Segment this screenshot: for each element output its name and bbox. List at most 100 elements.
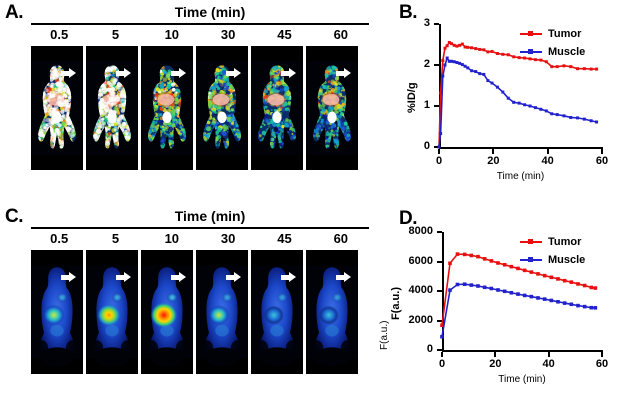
x-axis-line — [439, 147, 603, 149]
legend-item-muscle: Muscle — [520, 252, 585, 267]
panel-c-divider — [31, 227, 369, 229]
y-axis-label: %ID/g — [406, 82, 418, 113]
y-tick-6000 — [437, 260, 442, 263]
legend-marker-tumor — [528, 239, 533, 244]
arrow-shaft — [171, 71, 180, 76]
timepoint-label-60: 60 — [333, 231, 349, 246]
arrow-shaft — [281, 71, 290, 76]
timepoint-label-30: 30 — [220, 27, 236, 42]
timepoint-label-5: 5 — [111, 231, 120, 246]
y-axis-label: F(a.u.) — [390, 287, 402, 320]
x-tick-60 — [601, 149, 603, 154]
arrow-shaft — [116, 71, 125, 76]
tumor-arrow — [61, 272, 77, 283]
panel-a-frame-30 — [196, 46, 248, 170]
legend-marker-muscle — [528, 257, 533, 262]
y-tick-label-0: 0 — [423, 140, 430, 152]
arrow-head — [69, 68, 76, 78]
legend-label-tumor: Tumor — [548, 235, 582, 248]
tumor-arrow — [226, 68, 242, 79]
x-tick-label-40: 40 — [542, 358, 555, 370]
x-tick-label-0: 0 — [438, 358, 446, 370]
arrow-head — [124, 272, 131, 282]
y-tick-8000 — [437, 231, 442, 233]
arrow-head — [344, 68, 351, 78]
panel-b-letter: B. — [399, 2, 418, 23]
timepoint-label-45: 45 — [277, 231, 292, 246]
panel-c-frame-60 — [306, 250, 358, 374]
y-tick-1 — [434, 105, 439, 107]
y-axis-line — [439, 24, 441, 148]
legend-item-muscle: Muscle — [520, 44, 585, 59]
chart-legend: Tumor Muscle — [520, 234, 585, 270]
x-tick-40 — [547, 352, 550, 357]
legend-marker-tumor — [528, 31, 533, 36]
y-tick-2 — [434, 64, 439, 66]
tumor-arrow — [61, 68, 77, 79]
arrow-head — [234, 68, 241, 78]
panel-c-frame-45 — [251, 250, 303, 374]
panel-b-chart: B. 0 1 2 3 0 20 40 60 Time (min) %ID/g Tumor Muscle — [392, 0, 632, 198]
panel-a-divider — [31, 23, 369, 25]
tumor-arrow — [281, 272, 297, 283]
arrow-head — [69, 272, 76, 282]
x-tick-label-60: 60 — [595, 155, 609, 167]
panel-a-image-strip — [31, 46, 358, 170]
y-tick-label-6000: 6000 — [408, 254, 433, 267]
y-tick-label-8000: 8000 — [408, 225, 433, 237]
legend-swatch-muscle — [520, 47, 542, 57]
arrow-shaft — [171, 275, 180, 280]
x-tick-label-0: 0 — [435, 155, 443, 167]
panel-c-fluorescence-imaging: C. Time (min) 0.5 5 10 30 45 60 F(a.u.) — [0, 200, 392, 400]
panel-c-image-strip — [31, 250, 358, 374]
arrow-shaft — [336, 71, 345, 76]
legend-label-muscle: Muscle — [548, 253, 586, 266]
timepoint-label-10: 10 — [164, 27, 180, 42]
arrow-shaft — [61, 275, 70, 280]
panel-a-frame-60 — [306, 46, 358, 170]
tumor-arrow — [171, 272, 187, 283]
arrow-head — [124, 68, 131, 78]
panel-a-title: Time (min) — [174, 4, 246, 20]
panel-a-pet-imaging: A. Time (min) 0.5 5 10 30 45 60 — [0, 0, 392, 198]
panel-a-letter: A. — [5, 2, 24, 23]
x-tick-20 — [494, 352, 497, 357]
y-axis-line — [442, 232, 444, 351]
panel-a-frame-45 — [251, 46, 303, 170]
x-tick-20 — [492, 149, 495, 154]
arrow-head — [179, 272, 186, 282]
legend-label-tumor: Tumor — [548, 27, 582, 40]
tumor-arrow — [336, 68, 352, 79]
y-tick-label-4000: 4000 — [408, 284, 433, 296]
panel-c-intensity-label: F(a.u.) — [379, 320, 390, 350]
timepoint-label-45: 45 — [277, 27, 292, 42]
arrow-head — [179, 68, 186, 78]
panel-a-frame-0-5 — [31, 46, 83, 170]
x-tick-label-20: 20 — [489, 358, 502, 370]
timepoint-label-60: 60 — [333, 27, 349, 42]
chart-legend: Tumor Muscle — [520, 26, 585, 62]
panel-c-frame-10 — [141, 250, 193, 374]
y-tick-3 — [434, 23, 439, 25]
arrow-shaft — [61, 71, 70, 76]
y-tick-label-1: 1 — [423, 99, 430, 111]
panel-d-letter: D. — [399, 208, 418, 229]
x-tick-0 — [441, 352, 443, 357]
panel-a-frame-10 — [141, 46, 193, 170]
arrow-head — [344, 272, 351, 282]
timepoint-label-30: 30 — [220, 231, 236, 246]
x-tick-label-60: 60 — [595, 358, 609, 370]
arrow-shaft — [226, 275, 235, 280]
y-tick-label-2000: 2000 — [408, 313, 433, 326]
legend-swatch-tumor — [520, 237, 542, 247]
legend-swatch-muscle — [520, 255, 542, 265]
x-tick-40 — [546, 149, 549, 154]
x-axis-label: Time (min) — [496, 171, 545, 182]
y-tick-label-3: 3 — [423, 17, 430, 29]
legend-swatch-tumor — [520, 29, 542, 39]
x-tick-60 — [601, 352, 603, 357]
panel-c-timepoint-labels: 0.5 5 10 30 45 60 — [31, 231, 369, 246]
y-tick-4000 — [437, 290, 442, 292]
timepoint-label-0-5: 0.5 — [50, 231, 69, 246]
timepoint-label-10: 10 — [164, 231, 180, 246]
